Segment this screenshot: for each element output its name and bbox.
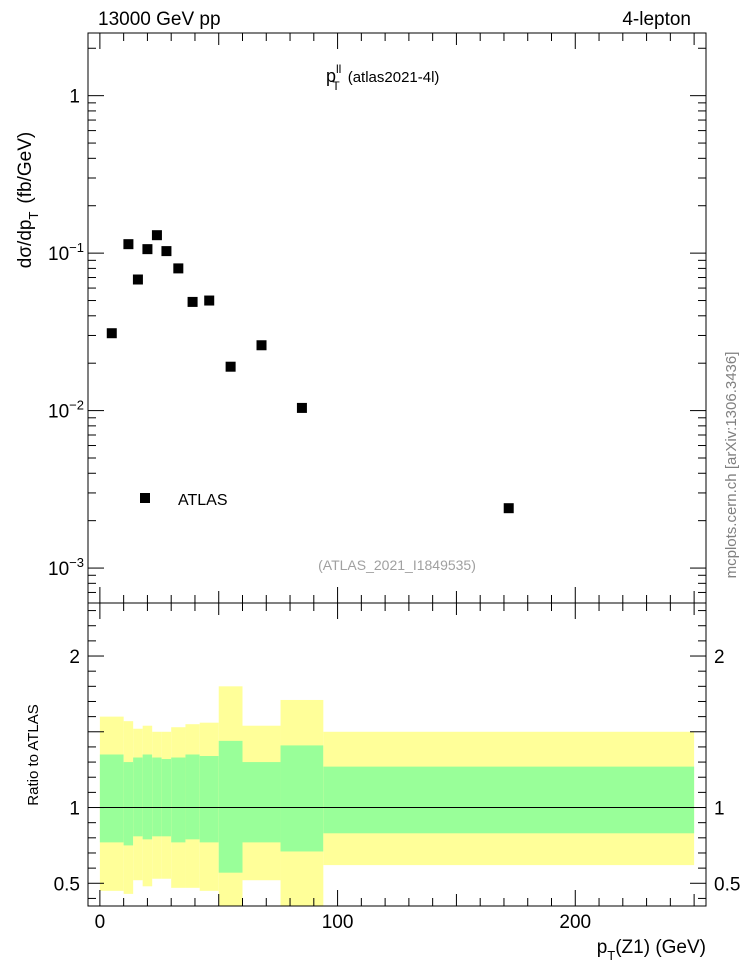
top-panel-frame	[87, 32, 707, 604]
data-point	[173, 263, 184, 274]
inner-band-bin	[218, 740, 243, 873]
top-y-tick-label: 1	[69, 87, 80, 108]
inner-band-bin	[242, 762, 281, 843]
data-point	[296, 402, 307, 413]
header-right: 4-lepton	[622, 9, 691, 30]
side-credit-label: mcplots.cern.ch [arXiv:1306.3436]	[723, 352, 740, 579]
tick-exponent: −3	[69, 555, 84, 570]
x-label-rest: (Z1) (GeV)	[615, 937, 706, 958]
legend-marker	[140, 493, 150, 503]
inner-band-bin	[99, 754, 124, 843]
ratio-y-tick-label-right: 2	[714, 647, 725, 668]
inner-band-bin	[171, 757, 186, 843]
x-tick-label: 200	[559, 912, 591, 933]
data-point	[106, 328, 117, 339]
x-tick-label: 100	[322, 912, 354, 933]
inner-band-bin	[323, 766, 695, 834]
data-point	[187, 296, 198, 307]
x-label-sub: T	[607, 948, 615, 963]
data-points	[106, 230, 514, 514]
top-y-tick-label: 10−3	[48, 555, 84, 580]
top-y-label-main: dσ/dp	[15, 220, 36, 269]
tick-base: 10	[48, 402, 69, 423]
plot-title-sup: ll	[336, 62, 341, 76]
tick-exponent: −1	[69, 240, 84, 255]
x-tick-label: 0	[95, 912, 106, 933]
tick-base: 10	[48, 559, 69, 580]
inner-band-bin	[133, 757, 143, 837]
plot-title-main: p	[326, 66, 336, 86]
top-y-label-rest: (fb/GeV)	[15, 132, 36, 204]
data-point	[151, 230, 162, 241]
inner-band-bin	[142, 754, 153, 840]
data-point	[142, 244, 153, 255]
ratio-y-axis-label: Ratio to ATLAS	[25, 704, 42, 805]
legend-label: ATLAS	[178, 492, 228, 509]
data-point	[256, 340, 267, 351]
data-point	[204, 295, 215, 306]
inner-band-bin	[152, 757, 162, 837]
ratio-y-tick-label: 1	[69, 799, 80, 820]
data-point	[161, 246, 172, 257]
ratio-y-tick-label: 0.5	[54, 874, 80, 895]
ratio-y-tick-label-right: 1	[714, 799, 725, 820]
inner-band-bin	[161, 759, 172, 837]
plot-title: pll T (atlas2021-4l)	[326, 62, 439, 93]
ratio-y-tick-label-right: 0.5	[714, 874, 740, 895]
ratio-bands	[99, 686, 695, 906]
tick-base: 10	[48, 244, 69, 265]
top-y-label-sub: T	[26, 212, 41, 220]
data-point	[225, 361, 236, 372]
tick-exponent: −2	[69, 398, 84, 413]
plot-title-sub: T	[332, 79, 340, 93]
ratio-y-tick-label: 2	[69, 647, 80, 668]
ratio-panel-frame	[87, 602, 707, 907]
data-point	[503, 503, 514, 514]
top-y-tick-label: 10−1	[48, 240, 84, 265]
x-axis-label: pT(Z1) (GeV)	[597, 937, 706, 963]
top-y-tick-label: 10−2	[48, 398, 84, 423]
inner-band-bin	[280, 745, 324, 852]
plot-title-rest: (atlas2021-4l)	[348, 69, 440, 86]
header-left: 13000 GeV pp	[98, 9, 221, 30]
data-point	[123, 239, 134, 250]
analysis-watermark: (ATLAS_2021_I1849535)	[318, 557, 476, 573]
inner-band-bin	[185, 754, 200, 840]
top-y-axis-label: dσ/dpT (fb/GeV)	[15, 132, 41, 268]
inner-band-bin	[123, 762, 134, 846]
x-label-main: p	[597, 937, 608, 958]
data-point	[132, 274, 143, 285]
inner-band-bin	[199, 756, 219, 843]
